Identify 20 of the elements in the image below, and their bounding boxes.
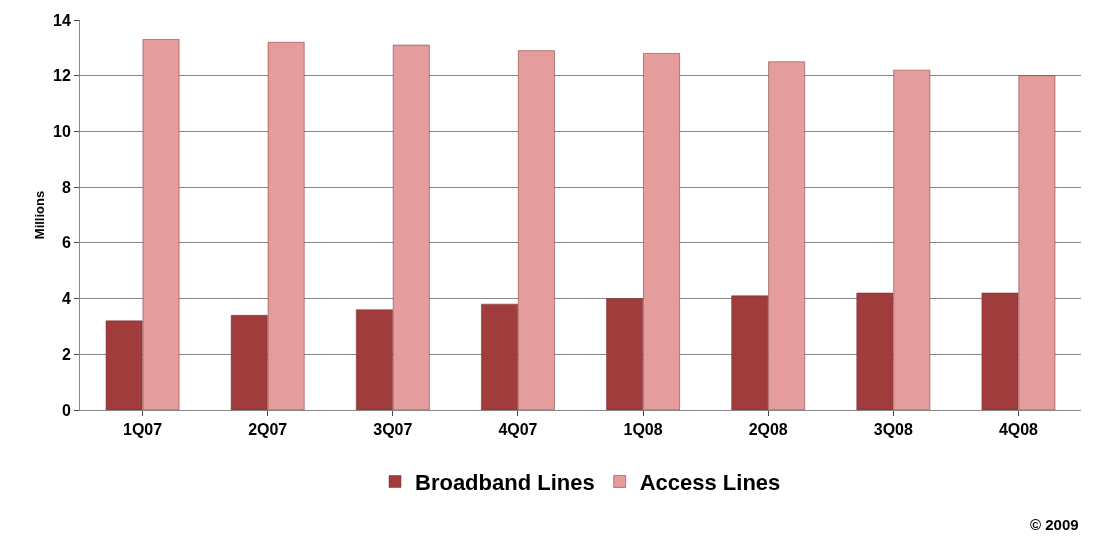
x-tick-label: 2Q08	[748, 421, 788, 439]
text: © 2009	[1030, 516, 1079, 533]
y-tick-label: 14	[53, 11, 71, 29]
y-tick-label: 10	[53, 123, 71, 141]
x-tick-label: 4Q07	[498, 421, 538, 439]
y-tick-label: 8	[61, 178, 71, 196]
y-tick-label: 2	[61, 345, 71, 363]
legend-label: Broadband Lines	[415, 470, 595, 496]
x-tick-label: 4Q08	[998, 421, 1039, 439]
y-tick-label: 6	[61, 234, 71, 252]
x-tick-label: 3Q07	[373, 421, 413, 439]
y-axis-title: Millions	[32, 190, 47, 240]
x-tick-label: 1Q07	[122, 421, 163, 439]
y-tick-label: 4	[61, 290, 71, 308]
x-tick-label: 3Q08	[873, 421, 913, 439]
legend-label: Access Lines	[639, 470, 781, 496]
y-tick-label: 12	[53, 67, 71, 85]
x-tick-label: 2Q07	[248, 421, 288, 439]
y-tick-label: 0	[61, 401, 71, 419]
x-tick-label: 1Q08	[623, 421, 663, 439]
